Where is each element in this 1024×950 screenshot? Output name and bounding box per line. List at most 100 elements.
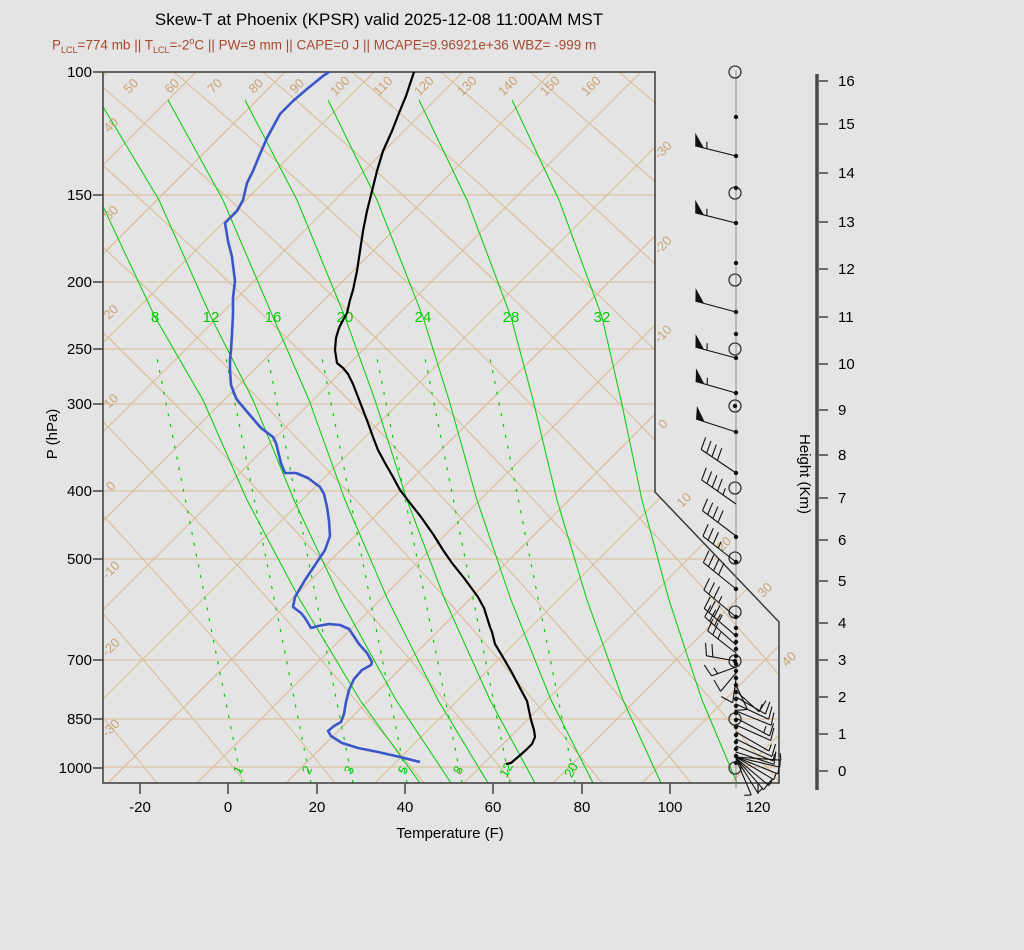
moist-adiabat-line bbox=[244, 99, 536, 783]
left-axis-title: P (hPa) bbox=[44, 409, 61, 460]
moist-adiabat-line bbox=[167, 99, 489, 783]
moist-adiabat-label: 12 bbox=[203, 309, 220, 326]
moist-adiabat-line bbox=[103, 99, 452, 783]
level-dot bbox=[733, 260, 739, 266]
mixing-ratio-line bbox=[224, 351, 312, 783]
level-dot bbox=[733, 632, 739, 638]
level-dot bbox=[733, 639, 739, 645]
pressure-tick-label: 150 bbox=[67, 187, 92, 204]
isotherm-label-top: 70 bbox=[204, 75, 225, 96]
mixing-ratio-label: 5 bbox=[395, 763, 412, 776]
height-tick-label: 6 bbox=[838, 532, 846, 549]
dry-adiabat-line bbox=[440, 72, 779, 783]
mixing-ratio-line bbox=[320, 351, 408, 783]
temp-tick-label: 20 bbox=[309, 799, 326, 816]
level-dot bbox=[733, 732, 739, 738]
level-dot bbox=[733, 534, 739, 540]
level-dot bbox=[733, 739, 739, 745]
level-dot bbox=[733, 746, 739, 752]
height-tick-label: 0 bbox=[838, 763, 846, 780]
wind-barb bbox=[695, 406, 737, 433]
moist-adiabat-label: 24 bbox=[415, 309, 432, 326]
mixing-ratio-line bbox=[155, 351, 243, 783]
moist-adiabat-line bbox=[511, 99, 738, 783]
adiabat-label-diag: 40 bbox=[778, 648, 799, 669]
level-dot bbox=[733, 675, 739, 681]
isotherm-label-top: 160 bbox=[578, 73, 604, 99]
isotherm-line bbox=[463, 72, 779, 783]
wind-barb bbox=[735, 757, 764, 794]
isotherm-label-top: 140 bbox=[495, 73, 521, 99]
wind-barb bbox=[713, 672, 737, 692]
wind-barb bbox=[702, 550, 737, 590]
level-circle-dot bbox=[732, 403, 738, 409]
isotherm-label-top: 80 bbox=[245, 75, 266, 96]
dry-adiabat-line bbox=[618, 72, 779, 783]
dry-adiabat-line bbox=[103, 72, 692, 783]
pressure-tick-label: 1000 bbox=[59, 760, 92, 777]
wind-barb bbox=[695, 132, 737, 157]
wind-barb bbox=[695, 334, 737, 359]
wind-barb bbox=[707, 618, 737, 654]
dry-adiabat-line bbox=[351, 72, 779, 783]
wind-barb bbox=[703, 596, 737, 637]
wind-barb bbox=[735, 756, 780, 775]
isotherm-line bbox=[552, 72, 779, 783]
isotherm-line bbox=[103, 72, 464, 783]
height-tick-label: 4 bbox=[838, 615, 846, 632]
mixing-ratio-label: 20 bbox=[561, 760, 581, 780]
level-dot bbox=[733, 646, 739, 652]
moist-adiabat-label: 28 bbox=[503, 309, 520, 326]
wind-barb bbox=[705, 642, 737, 662]
isotherm-line bbox=[641, 72, 779, 783]
wind-barb bbox=[735, 710, 775, 726]
wind-barbs bbox=[695, 65, 782, 796]
level-circle bbox=[728, 481, 742, 495]
mixing-ratio-label: 1 bbox=[230, 763, 247, 776]
level-circle bbox=[728, 399, 742, 413]
level-dot bbox=[733, 661, 739, 667]
dry-adiabat-line bbox=[103, 72, 514, 783]
isotherm-line bbox=[103, 72, 197, 783]
wind-barb bbox=[735, 717, 775, 737]
wind-barb bbox=[704, 605, 737, 646]
temp-tick-label: 80 bbox=[574, 799, 591, 816]
isotherm-line bbox=[103, 72, 553, 783]
dry-adiabat-line bbox=[103, 72, 779, 783]
mixing-ratio-line bbox=[266, 351, 354, 783]
isotherm-label-top: 110 bbox=[370, 73, 395, 98]
isotherm-line bbox=[285, 72, 779, 783]
pressure-tick-label: 850 bbox=[67, 711, 92, 728]
height-tick-label: 5 bbox=[838, 573, 846, 590]
moist-adiabat-label: 8 bbox=[151, 309, 159, 326]
moist-adiabat-label: 32 bbox=[594, 309, 611, 326]
pressure-tick-label: 300 bbox=[67, 396, 92, 413]
moist-adiabat-line bbox=[103, 99, 421, 783]
pressure-tick-label: 500 bbox=[67, 551, 92, 568]
wind-barb bbox=[700, 437, 737, 474]
level-circle bbox=[728, 551, 742, 565]
right-axis-title: Height (Km) bbox=[796, 434, 813, 514]
wind-barb bbox=[735, 758, 752, 796]
temp-tick-label: 100 bbox=[657, 799, 682, 816]
mixing-ratio-line bbox=[423, 351, 511, 783]
height-tick-label: 10 bbox=[838, 356, 855, 373]
isotherm-line bbox=[103, 72, 375, 783]
page-title: Skew-T at Phoenix (KPSR) valid 2025-12-0… bbox=[154, 10, 604, 29]
wind-barb bbox=[735, 738, 777, 758]
wind-barb bbox=[735, 757, 773, 791]
pressure-tick-label: 400 bbox=[67, 483, 92, 500]
moist-adiabat-line bbox=[418, 99, 662, 783]
dry-adiabat-line bbox=[103, 72, 603, 783]
dewpoint-trace bbox=[223, 72, 421, 764]
moist-adiabat-line bbox=[327, 99, 594, 783]
dry-adiabat-line bbox=[262, 72, 779, 783]
wind-barb bbox=[735, 724, 775, 741]
height-tick-label: 2 bbox=[838, 689, 846, 706]
wind-barb bbox=[734, 684, 748, 712]
mixing-ratio-label: 12 bbox=[496, 760, 516, 780]
adiabat-label-right: 0 bbox=[655, 416, 671, 432]
